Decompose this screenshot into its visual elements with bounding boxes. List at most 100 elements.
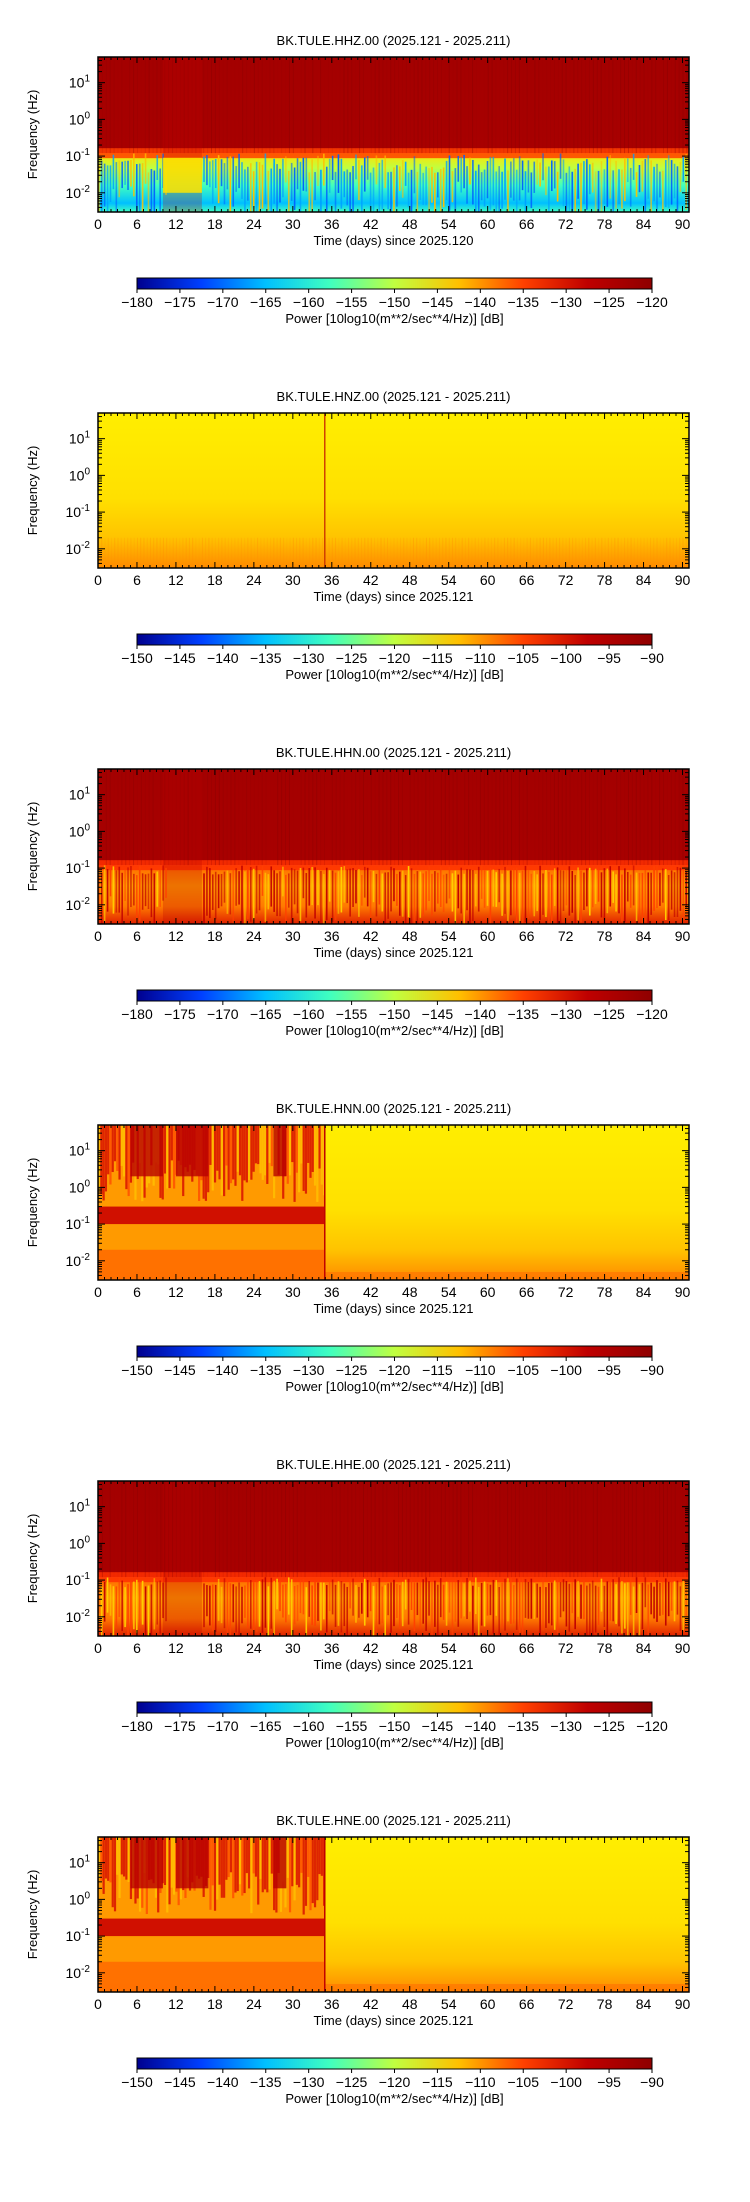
data-column: [507, 870, 509, 922]
data-column: [159, 869, 161, 907]
data-column: [270, 1577, 273, 1629]
data-column: [417, 1481, 419, 1578]
data-column: [109, 769, 111, 866]
data-column: [111, 1837, 114, 1908]
data-column: [413, 769, 415, 866]
colorbar-tick-label: −165: [250, 294, 282, 310]
data-column: [261, 769, 263, 866]
data-column: [344, 537, 346, 568]
colorbar-tick-label: −155: [336, 1006, 368, 1022]
data-column: [477, 164, 480, 212]
x-axis-label: Time (days) since 2025.121: [314, 2013, 474, 2028]
data-column: [370, 57, 372, 154]
data-column: [559, 1582, 562, 1618]
data-column: [405, 1481, 407, 1578]
data-column: [205, 537, 207, 568]
data-column: [269, 769, 270, 865]
x-tick-label: 66: [519, 928, 535, 944]
data-column: [678, 769, 680, 866]
data-column: [659, 1582, 661, 1616]
data-column: [213, 1125, 217, 1183]
data-column: [291, 1125, 294, 1163]
data-column: [372, 167, 375, 212]
data-column: [670, 1481, 672, 1578]
data-column: [302, 1837, 305, 1915]
chart-title: BK.TULE.HHN.00 (2025.121 - 2025.211): [276, 745, 511, 760]
data-column: [533, 161, 536, 193]
data-column: [531, 769, 532, 865]
data-column: [111, 1125, 114, 1173]
x-tick-label: 6: [133, 1284, 141, 1300]
data-column: [343, 171, 346, 198]
data-column: [172, 57, 174, 154]
colorbar: −150 −145 −140 −135 −130 −125 −120 −115 −110 −105…: [121, 1345, 664, 1394]
data-column: [557, 57, 559, 154]
data-column: [536, 537, 538, 568]
colorbar-tick-label: −115: [422, 2074, 453, 2090]
data-column: [686, 1481, 688, 1578]
data-column: [114, 537, 116, 568]
data-column: [393, 1579, 395, 1627]
colorbar-tick-label: −165: [250, 1006, 282, 1022]
colorbar-gradient: [136, 1345, 653, 1358]
data-column: [317, 155, 319, 186]
data-column: [226, 870, 229, 914]
data-column: [317, 1582, 319, 1621]
data-column: [477, 866, 480, 912]
data-column: [685, 1582, 688, 1618]
x-tick-label: 0: [94, 1640, 102, 1656]
x-tick-label: 12: [168, 928, 184, 944]
data-column: [232, 1837, 235, 1899]
x-tick-label: 84: [636, 928, 652, 944]
data-column: [191, 769, 193, 866]
data-column: [561, 769, 563, 866]
data-column: [451, 537, 453, 568]
data-column: [264, 1577, 267, 1628]
data-column: [140, 769, 142, 866]
data-column: [229, 873, 232, 915]
data-column: [236, 1125, 239, 1172]
data-column: [372, 1586, 375, 1636]
data-column: [318, 537, 320, 568]
data-column: [487, 1481, 489, 1578]
data-column: [363, 157, 366, 192]
data-column: [304, 1837, 308, 1906]
data-column: [518, 1481, 520, 1578]
data-column: [393, 868, 395, 902]
data-column: [381, 1586, 384, 1624]
data-column: [522, 769, 524, 866]
colorbar-tick-label: −180: [121, 294, 153, 310]
event-line: [324, 413, 326, 568]
data-column: [334, 1584, 337, 1627]
data-column: [125, 1837, 128, 1880]
data-column: [498, 166, 500, 212]
data-column: [612, 170, 614, 212]
data-column: [639, 57, 641, 154]
colorbar-tick-label: −180: [121, 1718, 153, 1734]
data-column: [311, 1585, 313, 1626]
data-column: [203, 57, 205, 154]
data-column: [670, 870, 673, 910]
data-column: [305, 537, 307, 568]
chart-title: BK.TULE.HNN.00 (2025.121 - 2025.211): [276, 1101, 511, 1116]
colorbar: −180 −175 −170 −165 −160 −155 −150 −145 −140 −135…: [121, 989, 668, 1038]
data-column: [369, 1579, 372, 1612]
data-column: [637, 537, 639, 568]
data-column: [295, 1837, 298, 1885]
data-column: [214, 1481, 216, 1578]
data-column: [369, 172, 372, 211]
data-column: [270, 168, 273, 212]
data-column: [451, 873, 454, 912]
data-column: [153, 1481, 154, 1577]
data-column: [472, 869, 474, 922]
data-column: [359, 769, 361, 866]
colorbar-tick-label: −165: [250, 1718, 282, 1734]
data-column: [518, 156, 521, 201]
data-column: [312, 1481, 313, 1577]
data-column: [518, 57, 520, 154]
data-column: [362, 1481, 364, 1578]
data-column: [580, 162, 582, 212]
data-column: [325, 537, 327, 568]
data-column: [250, 537, 252, 568]
data-column: [370, 1481, 372, 1578]
